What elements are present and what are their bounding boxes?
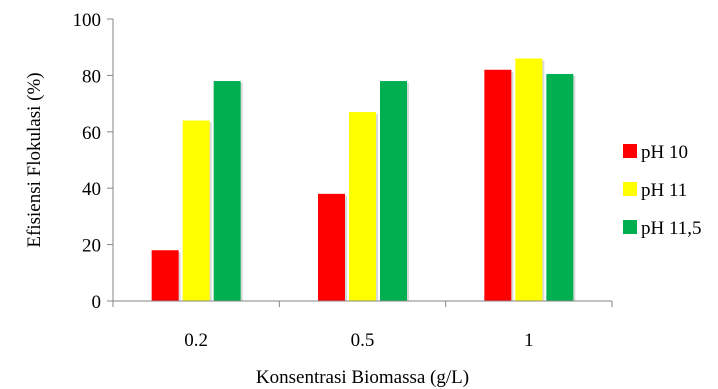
y-axis-title: Efisiensi Flokulasi (%): [24, 72, 45, 247]
x-tick-label: 0.5: [351, 330, 375, 351]
bar: [484, 69, 512, 301]
bar: [151, 250, 179, 301]
legend: pH 10 pH 11 pH 11,5: [623, 142, 702, 239]
y-tick-label: 40: [82, 179, 101, 200]
legend-swatch: [623, 144, 637, 158]
x-axis-title: Konsentrasi Biomassa (g/L): [256, 367, 469, 388]
y-tick-label: 80: [82, 66, 101, 87]
x-tick-label: 1: [524, 330, 534, 351]
bar: [546, 73, 574, 302]
legend-swatch: [623, 182, 637, 196]
bar: [515, 58, 543, 302]
y-tick-label: 0: [92, 292, 102, 313]
legend-label: pH 11,5: [641, 218, 702, 239]
y-tick-label: 100: [73, 10, 102, 31]
bars: [151, 58, 576, 302]
bar: [182, 120, 210, 302]
legend-swatch: [623, 220, 637, 234]
y-tick-label: 20: [82, 236, 101, 257]
bar: [318, 193, 345, 301]
y-tick-label: 60: [82, 123, 101, 144]
x-axis-ticks: 0.2 0.5 1: [112, 301, 613, 351]
bar: [349, 112, 376, 301]
legend-label: pH 10: [641, 142, 688, 163]
legend-label: pH 11: [641, 180, 687, 201]
bar: [380, 81, 407, 301]
y-axis-ticks: 0 20 40 60 80 100: [73, 10, 113, 313]
bar: [213, 81, 241, 301]
x-tick-label: 0.2: [184, 330, 208, 351]
